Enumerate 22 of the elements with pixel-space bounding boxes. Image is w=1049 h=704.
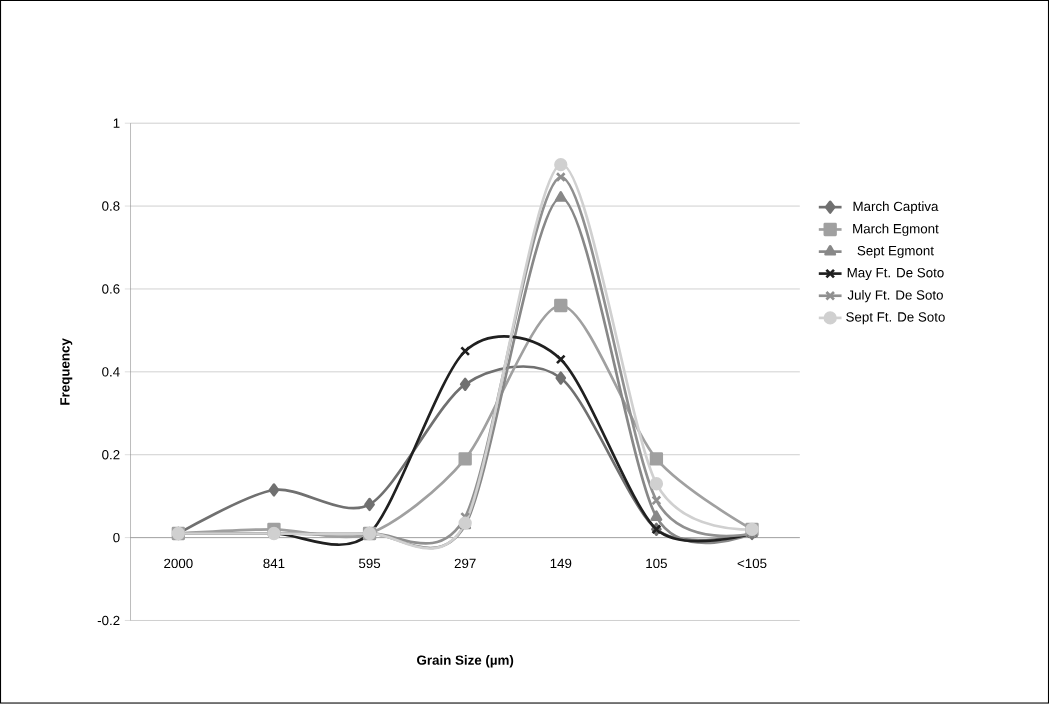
legend-label: May Ft. De Soto <box>847 268 944 281</box>
y-tick-label: 0.2 <box>102 450 120 460</box>
legend-label: March Captiva <box>853 201 939 214</box>
x-axis-title: Grain Size (µm) <box>417 655 514 668</box>
y-tick-label: 1 <box>113 118 120 128</box>
x-tick-label: 841 <box>263 558 285 569</box>
y-tick-label: 0.8 <box>102 201 120 211</box>
y-tick-label: 0 <box>113 533 120 543</box>
y-tick-label: 0.4 <box>102 367 120 377</box>
legend-label: Sept Ft. De Soto <box>846 312 945 325</box>
y-axis-title: Frequency <box>60 338 73 405</box>
x-tick-label: 105 <box>646 558 667 569</box>
y-tick-label: -0.2 <box>97 615 120 626</box>
x-tick-label: 595 <box>358 558 381 569</box>
legend-label: Sept Egmont <box>857 246 934 259</box>
x-tick-label: <105 <box>737 558 767 569</box>
legend-label: March Egmont <box>853 223 939 237</box>
x-tick-label: 297 <box>454 558 476 569</box>
x-tick-label: 149 <box>550 558 572 569</box>
y-tick-label: 0.6 <box>102 284 120 294</box>
x-tick-label: 2000 <box>164 558 193 569</box>
legend-label: July Ft. De Soto <box>847 290 943 303</box>
